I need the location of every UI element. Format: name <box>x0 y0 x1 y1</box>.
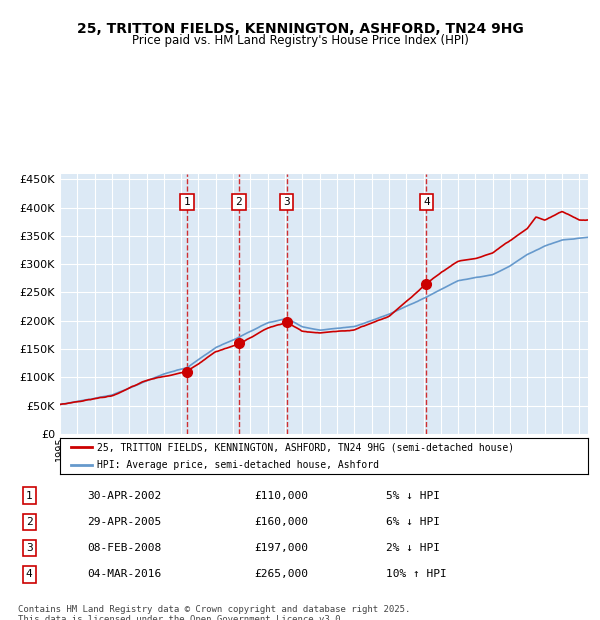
Text: 1: 1 <box>26 490 32 501</box>
Text: £110,000: £110,000 <box>254 490 308 501</box>
Text: 1: 1 <box>184 197 190 207</box>
Text: 5% ↓ HPI: 5% ↓ HPI <box>386 490 440 501</box>
Text: 3: 3 <box>26 543 32 553</box>
Text: Contains HM Land Registry data © Crown copyright and database right 2025.
This d: Contains HM Land Registry data © Crown c… <box>18 604 410 620</box>
Text: £265,000: £265,000 <box>254 569 308 579</box>
Text: 25, TRITTON FIELDS, KENNINGTON, ASHFORD, TN24 9HG (semi-detached house): 25, TRITTON FIELDS, KENNINGTON, ASHFORD,… <box>97 442 514 453</box>
Text: Price paid vs. HM Land Registry's House Price Index (HPI): Price paid vs. HM Land Registry's House … <box>131 34 469 47</box>
Text: 30-APR-2002: 30-APR-2002 <box>87 490 161 501</box>
Text: HPI: Average price, semi-detached house, Ashford: HPI: Average price, semi-detached house,… <box>97 460 379 471</box>
Text: 10% ↑ HPI: 10% ↑ HPI <box>386 569 447 579</box>
Text: £160,000: £160,000 <box>254 517 308 527</box>
Text: 2: 2 <box>235 197 242 207</box>
Text: 04-MAR-2016: 04-MAR-2016 <box>87 569 161 579</box>
Text: 2: 2 <box>26 517 32 527</box>
Text: 29-APR-2005: 29-APR-2005 <box>87 517 161 527</box>
Text: £197,000: £197,000 <box>254 543 308 553</box>
Text: 08-FEB-2008: 08-FEB-2008 <box>87 543 161 553</box>
Text: 2% ↓ HPI: 2% ↓ HPI <box>386 543 440 553</box>
Text: 4: 4 <box>26 569 32 579</box>
Text: 3: 3 <box>283 197 290 207</box>
Text: 6% ↓ HPI: 6% ↓ HPI <box>386 517 440 527</box>
Text: 4: 4 <box>423 197 430 207</box>
Text: 25, TRITTON FIELDS, KENNINGTON, ASHFORD, TN24 9HG: 25, TRITTON FIELDS, KENNINGTON, ASHFORD,… <box>77 22 523 36</box>
